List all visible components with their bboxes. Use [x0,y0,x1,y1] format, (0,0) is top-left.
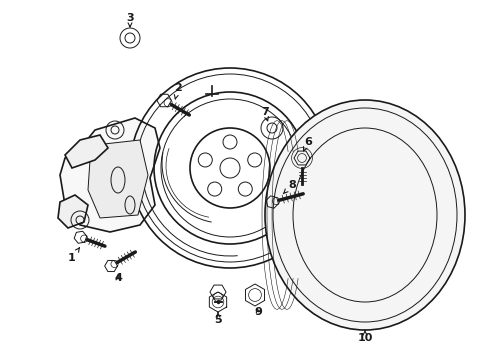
Text: 5: 5 [214,312,222,325]
Polygon shape [60,118,160,232]
Text: 4: 4 [114,273,122,283]
Polygon shape [65,135,108,168]
Text: 8: 8 [283,180,295,194]
Text: 1: 1 [68,248,80,263]
Text: 3: 3 [126,13,134,27]
Polygon shape [58,195,88,228]
Polygon shape [88,140,148,218]
Text: 2: 2 [174,83,182,99]
Text: 10: 10 [357,330,372,343]
Ellipse shape [264,100,464,330]
Text: 6: 6 [303,137,311,151]
Text: 7: 7 [261,107,268,121]
Text: 9: 9 [254,307,262,317]
